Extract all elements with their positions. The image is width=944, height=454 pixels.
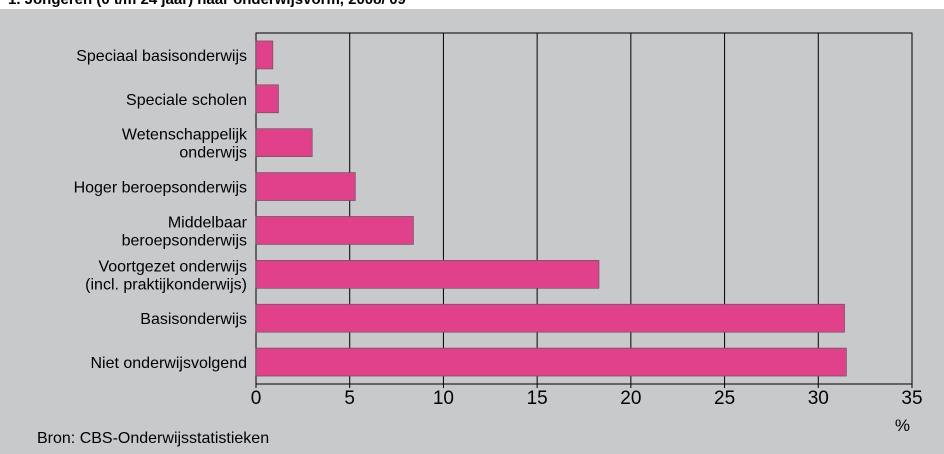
bar-3 — [255, 172, 356, 201]
bar-5 — [255, 260, 600, 289]
category-label-3: Hoger beroepsonderwijs — [74, 180, 247, 197]
category-label-5-line-1: (incl. praktijkonderwijs) — [85, 276, 247, 293]
bar-4 — [255, 216, 414, 245]
bar-2 — [255, 128, 313, 157]
bar-0 — [255, 40, 274, 70]
x-tick-label-7: 35 — [901, 388, 922, 409]
category-label-4-line-0: Middelbaar — [168, 214, 248, 231]
category-label-2-line-0: Wetenschappelijk — [122, 127, 248, 144]
bar-1 — [255, 84, 279, 114]
plot-frame — [255, 32, 913, 385]
x-tick-label-5: 25 — [714, 388, 735, 409]
bar-7 — [255, 347, 847, 377]
category-label-0: Speciaal basisonderwijs — [76, 48, 247, 65]
x-tick-label-2: 10 — [433, 388, 454, 409]
category-label-1: Speciale scholen — [126, 92, 247, 109]
x-tick-label-0: 0 — [251, 388, 262, 409]
category-label-5-line-0: Voortgezet onderwijs — [98, 258, 247, 275]
category-label-2-line-1: onderwijs — [179, 145, 247, 162]
x-tick-label-6: 30 — [808, 388, 829, 409]
x-tick-label-4: 20 — [620, 388, 641, 409]
category-label-7: Niet onderwijsvolgend — [90, 355, 247, 372]
category-label-6: Basisonderwijs — [140, 311, 247, 328]
category-label-4-line-1: beroepsonderwijs — [122, 232, 247, 249]
x-axis-label: % — [895, 416, 910, 435]
x-tick-label-3: 15 — [527, 388, 548, 409]
bar-6 — [255, 303, 845, 333]
chart-title: 1. Jongeren (0 t/m 24 jaar) naar onderwi… — [8, 0, 406, 8]
source-note: Bron: CBS-Onderwijsstatistieken — [37, 430, 270, 447]
chart-panel — [0, 9, 944, 454]
x-tick-label-1: 5 — [344, 388, 355, 409]
